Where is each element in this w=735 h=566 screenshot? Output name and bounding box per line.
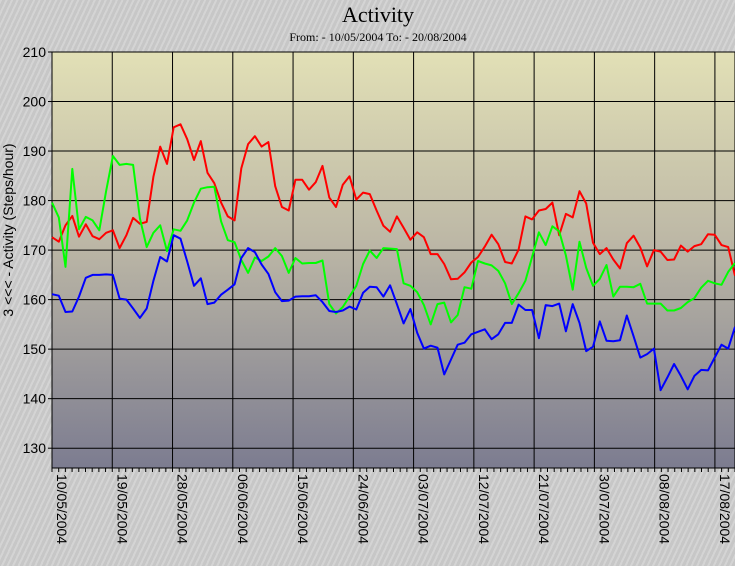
y-tick-label: 190	[23, 143, 47, 159]
x-tick-label: 28/05/2004	[175, 474, 191, 544]
series-layer	[51, 123, 735, 392]
chart-subtitle: From: - 10/05/2004 To: - 20/08/2004	[289, 30, 466, 44]
y-tick-label: 210	[23, 44, 47, 60]
y-tick-label: 150	[23, 341, 47, 357]
y-axis-ticks: 130 140 150 160 170 180 190 200 210	[23, 44, 52, 456]
y-tick-label: 130	[23, 440, 47, 456]
chart-title: Activity	[342, 2, 414, 27]
y-tick-label: 140	[23, 391, 47, 407]
x-tick-label: 30/07/2004	[596, 474, 612, 544]
x-tick-label: 12/07/2004	[476, 474, 492, 544]
x-tick-label: 03/07/2004	[416, 474, 432, 544]
series-line-2	[51, 234, 735, 392]
y-tick-label: 170	[23, 242, 47, 258]
x-tick-label: 06/06/2004	[235, 474, 251, 544]
x-tick-label: 08/08/2004	[657, 474, 673, 544]
x-tick-label: 19/05/2004	[114, 474, 130, 544]
grid	[51, 51, 735, 468]
y-axis-label: 3 <<< - Activity (Steps/hour)	[0, 143, 16, 316]
x-tick-label: 24/06/2004	[355, 474, 371, 544]
x-tick-label: 17/08/2004	[717, 474, 733, 544]
series-line-0	[51, 123, 735, 281]
y-tick-label: 160	[23, 292, 47, 308]
y-tick-label: 180	[23, 193, 47, 209]
x-axis-ticks: 10/05/2004 19/05/2004 28/05/2004 06/06/2004…	[51, 468, 735, 544]
x-tick-label: 21/07/2004	[536, 474, 552, 544]
plot-area	[51, 51, 735, 469]
x-tick-label: 10/05/2004	[54, 474, 70, 544]
x-tick-label: 15/06/2004	[295, 474, 311, 544]
series-line-1	[51, 155, 735, 326]
y-tick-label: 200	[23, 94, 47, 110]
